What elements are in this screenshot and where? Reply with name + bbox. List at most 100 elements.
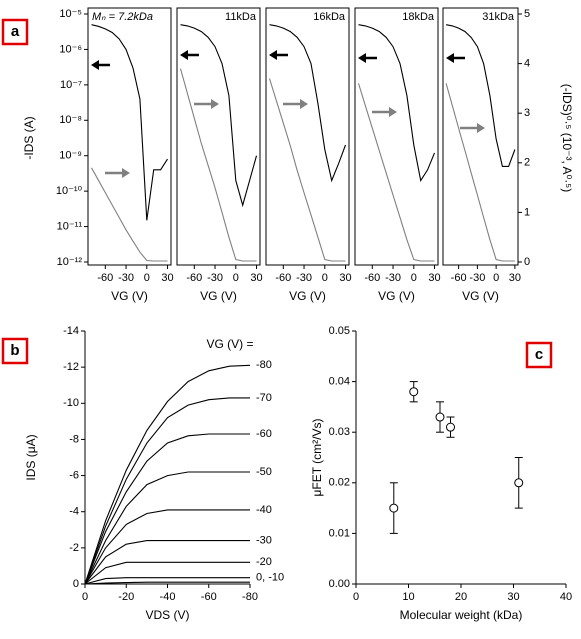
- x-tick-label: -60: [275, 272, 291, 284]
- x-axis-label: VDS (V): [145, 608, 189, 622]
- y-axis-label: μFET (cm²/Vs): [310, 418, 324, 496]
- y-tick-label: 0: [73, 578, 79, 590]
- series-line: [84, 433, 250, 585]
- series-line: [84, 561, 250, 585]
- data-point: [409, 387, 419, 397]
- x-axis-label: VG (V): [111, 289, 148, 303]
- y-tick-label: 10⁻⁶: [59, 43, 82, 55]
- series-line: [84, 540, 250, 585]
- x-tick-label: -20: [118, 591, 134, 603]
- arrowhead: [269, 50, 277, 60]
- arrowhead: [477, 123, 485, 133]
- x-tick-label: 0: [493, 272, 499, 284]
- y-tick-label: 10⁻⁸: [59, 114, 82, 126]
- plot-frame: [354, 7, 439, 266]
- y-axis-label: IDS (μA): [24, 434, 38, 480]
- y2-tick-label: 3: [524, 107, 530, 119]
- x-tick-label: -60: [364, 272, 380, 284]
- y2-tick-label: 0: [524, 256, 530, 268]
- x-tick-label: 30: [428, 272, 440, 284]
- plot-frame: [87, 7, 172, 266]
- series-line: [91, 167, 168, 262]
- data-point: [446, 422, 455, 432]
- x-tick-label: 30: [250, 272, 262, 284]
- series-line: [445, 83, 515, 262]
- x-tick-label: 30: [509, 272, 521, 284]
- y-axis-label: -IDS (A): [22, 116, 36, 159]
- y-tick-label: 10⁻⁹: [59, 150, 82, 162]
- x-axis-label: VG (V): [289, 289, 326, 303]
- series-line: [445, 24, 516, 167]
- y-tick-label: -2: [69, 542, 79, 554]
- y-tick-label: -10: [63, 397, 79, 409]
- series-line: [84, 577, 250, 585]
- series-line: [84, 397, 250, 585]
- x-axis-label: VG (V): [462, 289, 499, 303]
- y-tick-label: 10⁻⁵: [59, 8, 82, 20]
- arrowhead: [446, 53, 454, 63]
- series-label: -30: [256, 535, 272, 547]
- series-line: [268, 78, 346, 262]
- x-tick-label: -30: [469, 272, 485, 284]
- y-tick-label: -12: [63, 361, 79, 373]
- arrowhead: [180, 50, 188, 60]
- y2-axis-label: (-IDS)⁰·⁵ (10⁻³, A⁰·⁵): [560, 84, 574, 193]
- y-tick-label: 0.01: [329, 527, 350, 539]
- data-point: [435, 412, 445, 422]
- x-tick-label: -60: [97, 272, 113, 284]
- data-point: [389, 503, 399, 513]
- panel-label-box: [525, 341, 553, 369]
- x-tick-label: 0: [353, 591, 359, 603]
- series-line: [84, 471, 250, 585]
- y-tick-label: -4: [69, 506, 79, 518]
- series-line: [180, 24, 258, 208]
- x-tick-label: 40: [560, 591, 572, 603]
- y2-tick-label: 2: [524, 157, 530, 169]
- annotation: 31kDa: [482, 11, 515, 23]
- panel-label-box: [1, 18, 29, 46]
- series-line: [269, 24, 347, 183]
- data-point: [514, 478, 524, 488]
- legend-title: VG (V) =: [206, 337, 253, 351]
- arrowhead: [91, 60, 99, 70]
- series-label: -70: [256, 392, 272, 404]
- x-tick-label: 30: [339, 272, 351, 284]
- y-tick-label: 10⁻¹¹: [57, 220, 83, 232]
- y-tick-label: 0.02: [329, 477, 350, 489]
- y2-tick-label: 5: [524, 8, 530, 20]
- x-tick-label: -40: [160, 591, 176, 603]
- x-tick-label: 20: [455, 591, 467, 603]
- series-label: 0, -10: [256, 572, 284, 584]
- series-line: [84, 364, 251, 585]
- y2-tick-label: 4: [524, 58, 530, 70]
- series-label: -50: [256, 466, 272, 478]
- x-axis-label: VG (V): [200, 289, 237, 303]
- x-tick-label: 0: [322, 272, 328, 284]
- x-tick-label: 0: [144, 272, 150, 284]
- x-tick-label: -30: [207, 272, 223, 284]
- x-axis-label: VG (V): [378, 289, 415, 303]
- x-tick-label: 0: [411, 272, 417, 284]
- y-tick-label: 10⁻¹⁰: [56, 185, 83, 197]
- x-tick-label: -30: [385, 272, 401, 284]
- arrowhead: [300, 99, 308, 109]
- x-tick-label: 0: [233, 272, 239, 284]
- series-label: -80: [256, 359, 272, 371]
- panel-label: b: [10, 342, 19, 359]
- annotation: Mₙ = 7.2kDa: [92, 11, 153, 23]
- panel-label: a: [11, 23, 20, 40]
- plot-frame: [442, 7, 519, 266]
- arrowhead: [122, 168, 130, 178]
- y-tick-label: 0.00: [329, 578, 350, 590]
- x-tick-label: 30: [507, 591, 519, 603]
- x-tick-label: -30: [118, 272, 134, 284]
- x-tick-label: -60: [186, 272, 202, 284]
- series-line: [357, 83, 435, 262]
- panel-label-box: [1, 337, 29, 365]
- y-tick-label: 10⁻⁷: [60, 79, 82, 91]
- y-tick-label: -14: [63, 325, 79, 337]
- series-label: -60: [256, 428, 272, 440]
- y-tick-label: -8: [69, 433, 79, 445]
- series-label: -20: [256, 556, 272, 568]
